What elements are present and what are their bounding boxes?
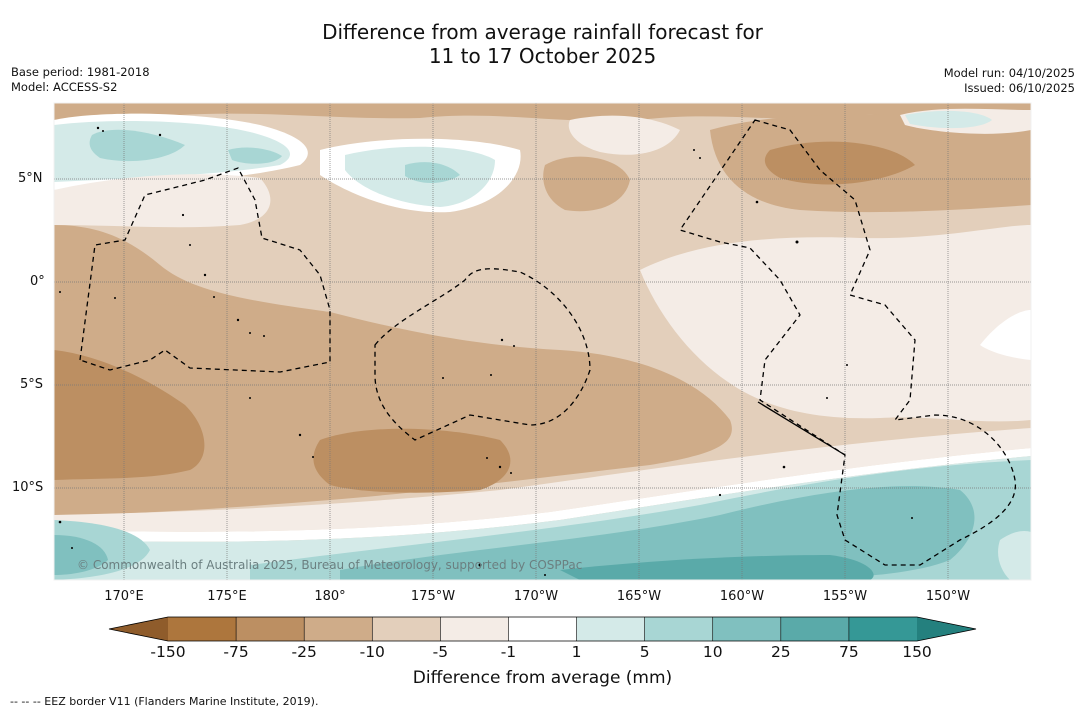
colorbar-bin [372, 617, 441, 641]
base-period: Base period: 1981-2018 [11, 65, 150, 79]
lon-label-175e: 175°E [207, 589, 247, 604]
lat-label-5s: 5°S [20, 377, 44, 392]
colorbar-tick-label: 5 [639, 643, 650, 661]
title-line-1: Difference from average rainfall forecas… [322, 20, 763, 44]
colorbar-outline [108, 616, 977, 642]
lon-label-165w: 165°W [616, 589, 662, 604]
colorbar-tick-label: -10 [359, 643, 385, 661]
colorbar-tick-label: 150 [902, 643, 932, 661]
lon-label-180: 180° [314, 589, 346, 604]
colorbar-bin [848, 617, 918, 641]
eez-footnote: -- -- -- EEZ border V11 (Flanders Marine… [10, 695, 319, 708]
rainfall-anomaly-field [54, 103, 1031, 580]
colorbar-tick-label: -5 [432, 643, 449, 661]
run-info: Model run: 04/10/2025 Issued: 06/10/2025 [944, 66, 1075, 96]
eez-borders [79, 119, 1016, 566]
lon-label-160w: 160°W [719, 589, 765, 604]
colorbar-tick-label: -1 [500, 643, 517, 661]
colorbar [108, 616, 977, 642]
colorbar-tick-label: -75 [223, 643, 249, 661]
colorbar-extend-high [917, 617, 976, 641]
colorbar-bin [644, 617, 714, 641]
colorbar-tick-label: 25 [770, 643, 791, 661]
colorbar-bin [780, 617, 850, 641]
colorbar-bin [440, 617, 509, 641]
colorbar-tick-label: -150 [150, 643, 186, 661]
colorbar-bin [168, 617, 237, 641]
title-line-2: 11 to 17 October 2025 [428, 44, 657, 68]
lat-label-0: 0° [30, 274, 45, 289]
map-frame [53, 102, 1032, 581]
lat-label-5n: 5°N [18, 171, 43, 186]
lon-label-170e: 170°E [104, 589, 144, 604]
issued-date: Issued: 06/10/2025 [964, 81, 1075, 95]
islands [58, 126, 913, 576]
colorbar-title: Difference from average (mm) [412, 668, 673, 688]
lon-label-175w: 175°W [410, 589, 456, 604]
lon-label-170w: 170°W [513, 589, 559, 604]
copyright-notice: © Commonwealth of Australia 2025, Bureau… [77, 558, 583, 572]
colorbar-tick-label: 75 [839, 643, 859, 661]
colorbar-tick-label: 1 [571, 643, 582, 661]
map-title: Difference from average rainfall forecas… [0, 20, 1085, 68]
colorbar-bin [576, 617, 646, 641]
colorbar-extend-low [109, 617, 168, 641]
colorbar-bin [304, 617, 373, 641]
base-info: Base period: 1981-2018 Model: ACCESS-S2 [11, 65, 150, 95]
eez-segment [757, 401, 846, 456]
lat-label-10s: 10°S [12, 480, 44, 495]
model-run-date: Model run: 04/10/2025 [943, 66, 1075, 80]
colorbar-bin [712, 617, 782, 641]
colorbar-bin [236, 617, 305, 641]
colorbar-bin [508, 617, 578, 641]
colorbar-tick-label: -25 [291, 643, 317, 661]
lon-label-155w: 155°W [822, 589, 868, 604]
model-name: Model: ACCESS-S2 [11, 80, 118, 94]
lon-label-150w: 150°W [925, 589, 971, 604]
colorbar-tick-label: 10 [702, 643, 723, 661]
